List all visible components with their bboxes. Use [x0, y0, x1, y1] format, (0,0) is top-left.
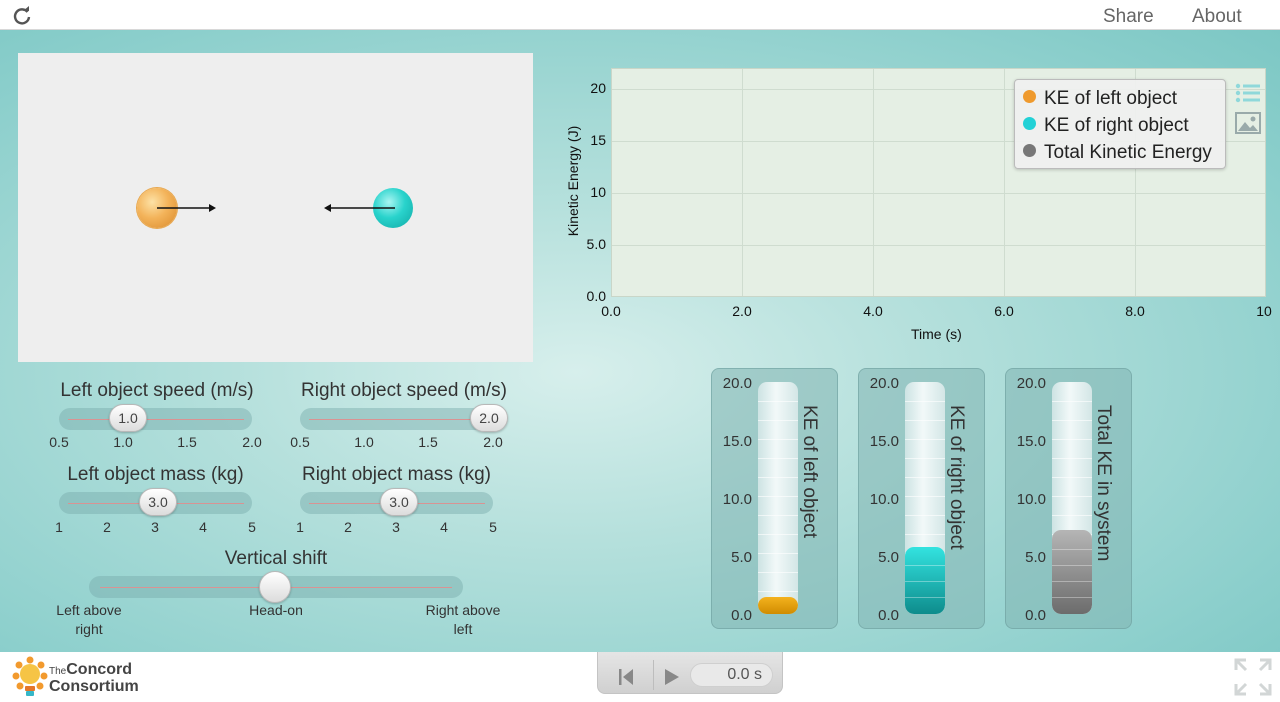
meter-tick: 0.0 — [731, 607, 752, 624]
vertical-shift-handle[interactable] — [259, 571, 291, 603]
left-velocity-arrow — [157, 204, 216, 212]
legend-item-left-ke: KE of left object — [1023, 88, 1177, 110]
left-mass-tick: 1 — [55, 519, 63, 535]
meter-tick: 15.0 — [869, 433, 899, 450]
meter-label: KE of right object — [946, 405, 967, 550]
reset-icon[interactable] — [618, 668, 634, 686]
playback-controls: 0.0 s — [597, 652, 783, 694]
left-mass-tick: 3 — [151, 519, 159, 535]
right-velocity-arrow — [324, 204, 395, 212]
meter-tick: 0.0 — [1025, 607, 1046, 624]
left-speed-tick: 2.0 — [242, 434, 262, 450]
left-mass-tick: 5 — [248, 519, 256, 535]
meter-tick: 10.0 — [1016, 491, 1046, 508]
left-mass-tick: 4 — [199, 519, 207, 535]
right-mass-tick: 4 — [440, 519, 448, 535]
right-mass-tick: 1 — [296, 519, 304, 535]
top-bar: Share About — [0, 0, 1280, 30]
vertical-shift-tick: Left above right — [56, 602, 122, 637]
share-link[interactable]: Share — [1103, 6, 1154, 27]
right-mass-tick: 5 — [489, 519, 497, 535]
list-icon[interactable] — [1235, 82, 1261, 104]
meter-tube — [758, 382, 798, 614]
y-tick-label: 20 — [590, 80, 606, 96]
graph-legend: KE of left object KE of right object Tot… — [1014, 79, 1226, 169]
left-speed-handle[interactable]: 1.0 — [109, 404, 147, 432]
meter-tick: 20.0 — [869, 375, 899, 392]
vertical-shift-label: Vertical shift — [224, 548, 328, 569]
left-mass-tick: 2 — [103, 519, 111, 535]
meter-tube — [1052, 382, 1092, 614]
right-mass-label: Right object mass (kg) — [301, 464, 491, 485]
meter-tick: 5.0 — [1025, 549, 1046, 566]
meter-tick: 10.0 — [869, 491, 899, 508]
meter-label: KE of left object — [799, 405, 820, 539]
left-speed-tick: 1.5 — [177, 434, 197, 450]
right-speed-label: Right object speed (m/s) — [301, 380, 507, 401]
meter-label: Total KE in system — [1093, 405, 1114, 562]
concord-logo-icon[interactable] — [12, 656, 48, 698]
x-tick-label: 8.0 — [1125, 303, 1145, 319]
right-speed-tick: 0.5 — [290, 434, 310, 450]
meter-tick: 20.0 — [1016, 375, 1046, 392]
left-speed-label: Left object speed (m/s) — [60, 380, 254, 401]
meter-fill — [905, 546, 945, 614]
legend-dot — [1023, 90, 1036, 103]
fullscreen-icon[interactable] — [1234, 658, 1272, 696]
y-tick-label: 10 — [590, 184, 606, 200]
image-icon[interactable] — [1235, 112, 1261, 134]
x-axis-label: Time (s) — [911, 326, 962, 342]
right-mass-tick: 2 — [344, 519, 352, 535]
right-mass-tick: 3 — [392, 519, 400, 535]
x-tick-label: 10 — [1256, 303, 1272, 319]
meter-tick: 5.0 — [878, 549, 899, 566]
right-speed-tick: 2.0 — [483, 434, 503, 450]
left-speed-tick: 0.5 — [49, 434, 69, 450]
meter-tick: 5.0 — [731, 549, 752, 566]
meter-left-ke: 20.0 15.0 10.0 5.0 0.0 KE of left object — [711, 368, 838, 629]
x-tick-label: 4.0 — [863, 303, 883, 319]
left-speed-tick: 1.0 — [113, 434, 133, 450]
main-area: Left object speed (m/s) 1.0 0.5 1.0 1.5 … — [0, 30, 1280, 652]
meter-right-ke: 20.0 15.0 10.0 5.0 0.0 KE of right objec… — [858, 368, 985, 629]
simulation-view — [18, 53, 533, 362]
meter-tick: 0.0 — [878, 607, 899, 624]
meter-tick: 15.0 — [722, 433, 752, 450]
time-display: 0.0 s — [690, 663, 773, 687]
meter-tick: 10.0 — [722, 491, 752, 508]
meter-tick: 20.0 — [722, 375, 752, 392]
y-tick-label: 15 — [590, 132, 606, 148]
right-mass-handle[interactable]: 3.0 — [380, 488, 418, 516]
play-icon[interactable] — [664, 668, 680, 686]
x-tick-label: 2.0 — [732, 303, 752, 319]
y-tick-label: 5.0 — [586, 236, 606, 252]
y-tick-label: 0.0 — [586, 288, 606, 304]
x-tick-label: 6.0 — [994, 303, 1014, 319]
legend-dot — [1023, 144, 1036, 157]
legend-item-right-ke: KE of right object — [1023, 115, 1189, 137]
bottom-bar: TheConcord Consortium 0.0 s — [0, 652, 1280, 702]
meter-total-ke: 20.0 15.0 10.0 5.0 0.0 Total KE in syste… — [1005, 368, 1132, 629]
meter-tube — [905, 382, 945, 614]
vertical-shift-tick: Right above left — [425, 602, 501, 637]
right-speed-tick: 1.0 — [354, 434, 374, 450]
concord-logo-text: TheConcord Consortium — [49, 661, 139, 695]
meter-tick: 15.0 — [1016, 433, 1046, 450]
right-speed-handle[interactable]: 2.0 — [470, 404, 508, 432]
reload-icon[interactable] — [12, 6, 32, 26]
legend-dot — [1023, 117, 1036, 130]
legend-item-total-ke: Total Kinetic Energy — [1023, 142, 1212, 164]
right-speed-tick: 1.5 — [418, 434, 438, 450]
meter-fill — [758, 597, 798, 614]
vertical-shift-tick: Head-on — [249, 602, 303, 618]
x-tick-label: 0.0 — [601, 303, 621, 319]
left-mass-handle[interactable]: 3.0 — [139, 488, 177, 516]
meter-fill — [1052, 530, 1092, 614]
about-link[interactable]: About — [1192, 6, 1242, 27]
left-mass-label: Left object mass (kg) — [67, 464, 244, 485]
